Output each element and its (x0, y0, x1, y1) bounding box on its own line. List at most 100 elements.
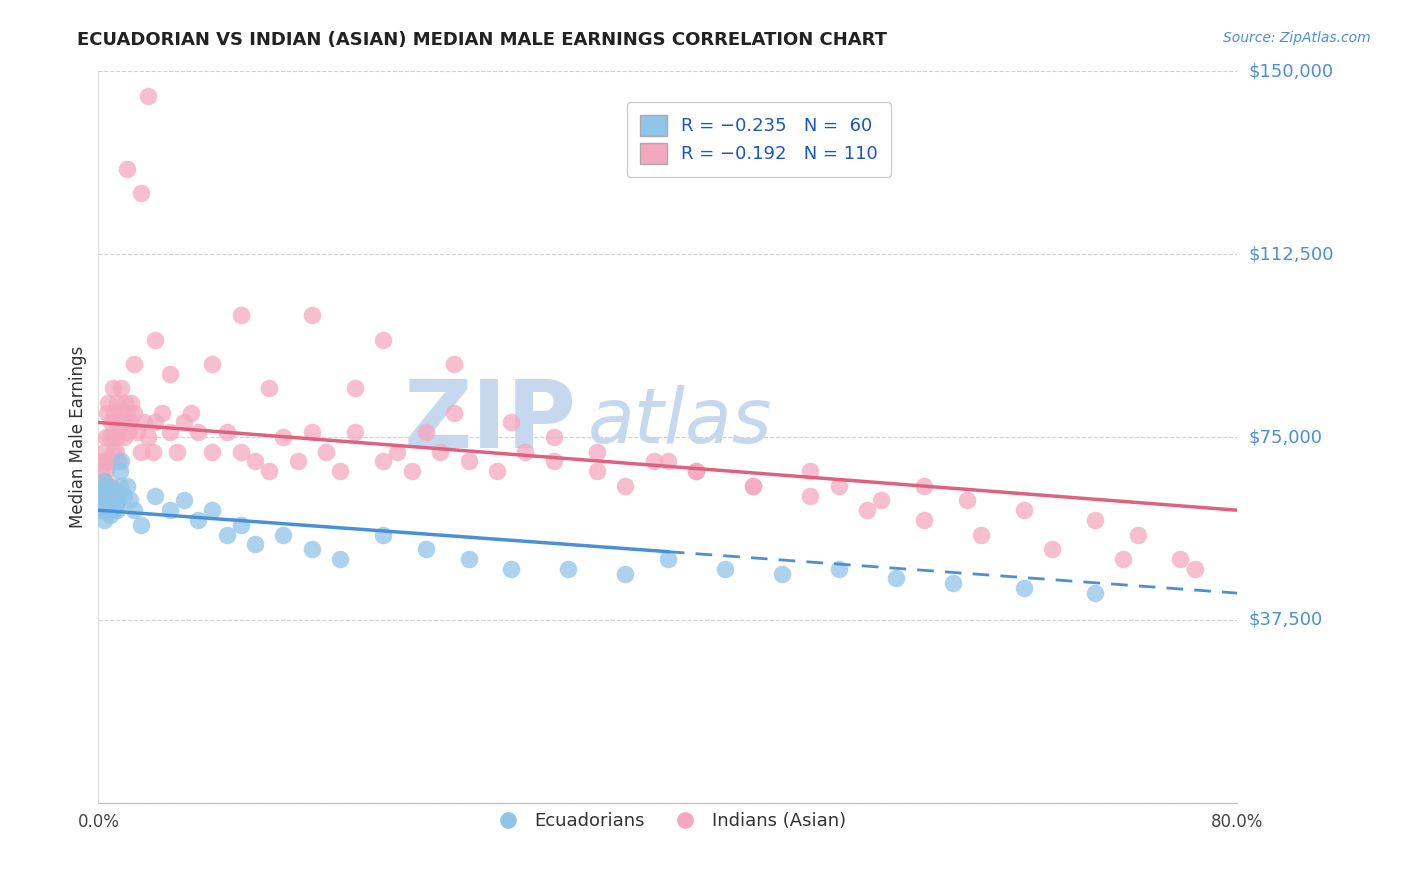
Point (105, 396, 128, 410)
Point (98, 430, 121, 444)
Point (115, 479, 138, 493)
Point (159, 503, 181, 517)
Point (273, 430, 295, 444)
Point (152, 406, 174, 420)
Point (415, 425, 437, 440)
Point (90, 464, 112, 478)
Point (1126, 527, 1149, 541)
Point (229, 444, 252, 458)
Point (105, 430, 128, 444)
Point (1012, 503, 1035, 517)
Point (132, 416, 155, 430)
Point (101, 499, 124, 513)
Text: $37,500: $37,500 (1249, 611, 1323, 629)
Point (557, 562, 579, 576)
Point (90, 479, 112, 493)
Text: ZIP: ZIP (404, 376, 576, 468)
Point (105, 503, 128, 517)
Point (115, 161, 138, 176)
Point (96, 503, 118, 517)
Point (108, 464, 131, 478)
Point (118, 493, 141, 508)
Point (799, 489, 821, 503)
Point (111, 416, 134, 430)
Point (104, 444, 127, 458)
Point (301, 308, 323, 322)
Point (112, 430, 135, 444)
Point (94, 430, 117, 444)
Point (1084, 586, 1107, 600)
Point (100, 479, 122, 493)
Point (97, 479, 120, 493)
Point (457, 552, 479, 566)
Point (100, 503, 122, 517)
Point (828, 479, 851, 493)
Point (373, 454, 395, 468)
Point (129, 444, 152, 458)
Point (585, 444, 607, 458)
Point (104, 483, 127, 498)
Point (243, 537, 266, 551)
Point (93, 474, 115, 488)
Point (93, 513, 115, 527)
Point (215, 425, 238, 440)
Point (1012, 581, 1035, 595)
Text: $112,500: $112,500 (1249, 245, 1334, 263)
Point (387, 444, 409, 458)
Point (100, 493, 122, 508)
Point (125, 425, 148, 440)
Point (173, 493, 195, 508)
Point (1184, 562, 1206, 576)
Point (93, 444, 115, 458)
Point (91, 454, 114, 468)
Point (112, 489, 135, 503)
Point (98, 454, 121, 468)
Point (101, 483, 124, 498)
Point (118, 416, 141, 430)
Point (96, 454, 118, 468)
Point (141, 444, 163, 458)
Y-axis label: Median Male Earnings: Median Male Earnings (69, 346, 87, 528)
Point (98, 499, 121, 513)
Point (136, 88, 159, 103)
Point (89, 503, 111, 517)
Point (187, 513, 209, 527)
Point (415, 542, 437, 557)
Point (94, 489, 117, 503)
Point (329, 552, 352, 566)
Point (912, 513, 935, 527)
Text: atlas: atlas (588, 385, 773, 459)
Point (373, 527, 395, 541)
Point (614, 479, 637, 493)
Point (1112, 552, 1135, 566)
Point (486, 464, 509, 478)
Point (828, 562, 851, 576)
Point (543, 430, 565, 444)
Point (501, 562, 523, 576)
Text: Source: ZipAtlas.com: Source: ZipAtlas.com (1223, 31, 1371, 45)
Point (104, 416, 127, 430)
Point (201, 503, 224, 517)
Point (101, 489, 124, 503)
Point (429, 444, 451, 458)
Point (94, 489, 117, 503)
Point (105, 493, 128, 508)
Point (770, 566, 793, 581)
Point (1170, 552, 1192, 566)
Point (643, 454, 665, 468)
Point (685, 464, 707, 478)
Point (685, 464, 707, 478)
Point (103, 406, 125, 420)
Point (343, 381, 366, 395)
Point (970, 527, 993, 541)
Point (159, 367, 181, 381)
Point (100, 416, 122, 430)
Point (315, 444, 337, 458)
Point (91, 503, 114, 517)
Point (714, 562, 737, 576)
Point (94, 464, 117, 478)
Point (97, 493, 120, 508)
Point (101, 381, 124, 395)
Point (401, 464, 423, 478)
Point (103, 503, 125, 517)
